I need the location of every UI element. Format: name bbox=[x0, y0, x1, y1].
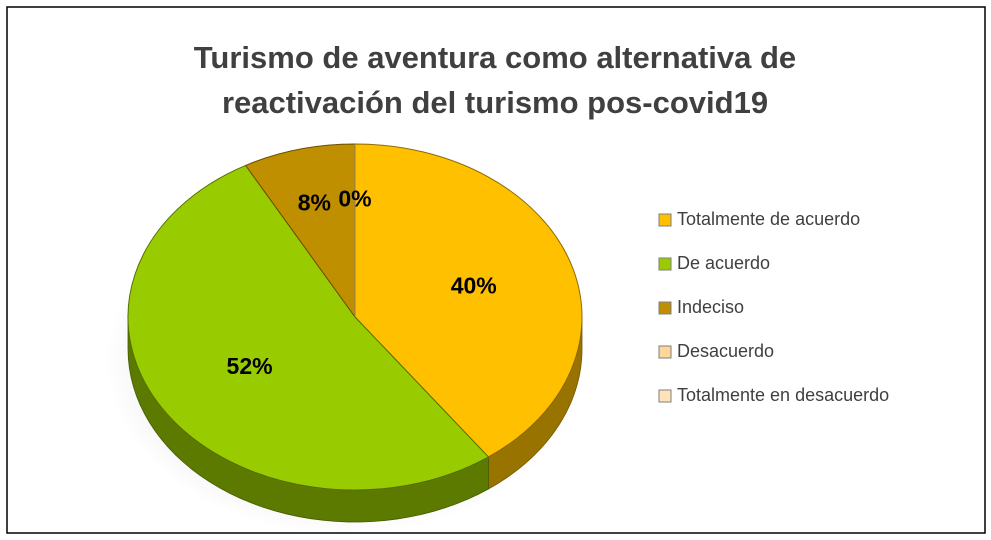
legend-swatch bbox=[658, 345, 672, 359]
chart-title: Turismo de aventura como alternativa de r… bbox=[194, 40, 796, 120]
legend-label: Totalmente de acuerdo bbox=[677, 209, 860, 229]
data-label: 40% bbox=[451, 273, 497, 299]
legend-label: Totalmente en desacuerdo bbox=[677, 385, 889, 405]
data-label: 0% bbox=[338, 186, 371, 212]
pie-slice bbox=[354, 143, 583, 458]
data-label: 52% bbox=[227, 353, 273, 379]
pie-slice bbox=[127, 164, 490, 491]
legend-swatch bbox=[658, 257, 672, 271]
legend-label: De acuerdo bbox=[677, 253, 770, 273]
data-label: 8% bbox=[298, 189, 331, 215]
legend-label: Indeciso bbox=[677, 297, 744, 317]
pie-slice bbox=[244, 143, 356, 319]
legend-swatch bbox=[658, 389, 672, 403]
legend-swatch bbox=[658, 301, 672, 315]
legend-swatch bbox=[658, 213, 672, 227]
legend-label: Desacuerdo bbox=[677, 341, 774, 361]
